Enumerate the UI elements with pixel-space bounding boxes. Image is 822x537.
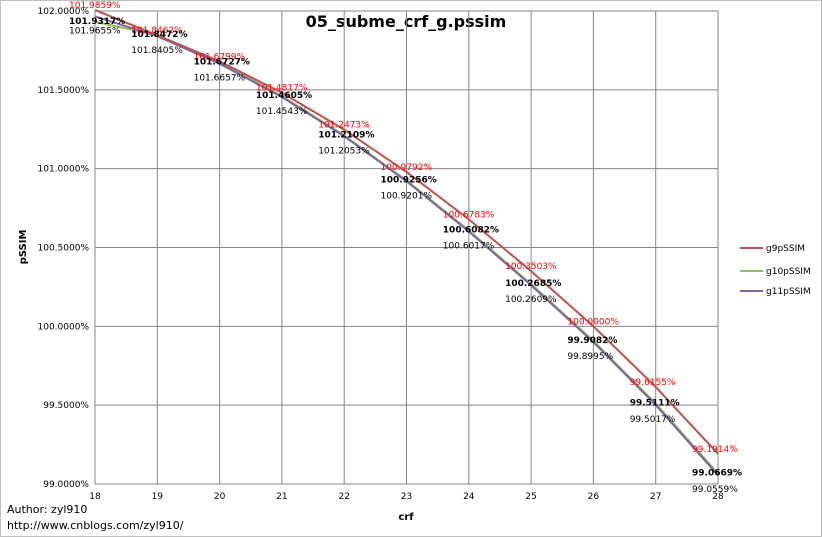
- legend-label-g10pSSIM: g10pSSIM: [766, 267, 811, 277]
- x-tick-label: 28: [712, 492, 724, 502]
- data-label-g10pSSIM: 101.4605%: [256, 91, 312, 101]
- x-tick-label: 22: [338, 492, 349, 502]
- y-tick-label: 102.0000%: [38, 7, 90, 17]
- data-label-g9pSSIM: 100.6783%: [443, 210, 495, 220]
- data-label-g10pSSIM: 100.6082%: [443, 225, 499, 235]
- y-tick-label: 99.5000%: [43, 401, 89, 411]
- data-label-g11pSSIM: 100.9201%: [381, 191, 433, 201]
- data-label-g10pSSIM: 101.2109%: [318, 130, 374, 140]
- x-tick-label: 20: [214, 492, 226, 502]
- x-tick-label: 19: [152, 492, 164, 502]
- x-tick-label: 18: [89, 492, 101, 502]
- plot-area: [94, 10, 719, 485]
- x-tick-label: 25: [525, 492, 536, 502]
- data-label-g11pSSIM: 99.8995%: [567, 352, 613, 362]
- data-label-g10pSSIM: 100.9256%: [381, 175, 437, 185]
- data-label-g9pSSIM: 99.1914%: [692, 445, 738, 455]
- data-label-g9pSSIM: 100.3503%: [505, 262, 557, 272]
- y-tick-label: 100.0000%: [38, 322, 90, 332]
- series-line-g9pSSIM: [94, 9, 719, 455]
- y-axis-label: pSSIM: [18, 230, 29, 265]
- data-label-g11pSSIM: 101.6657%: [194, 74, 246, 84]
- x-tick-label: 26: [588, 492, 600, 502]
- y-tick-label: 101.0000%: [38, 165, 90, 175]
- data-label-g11pSSIM: 101.8405%: [131, 46, 183, 56]
- data-label-g9pSSIM: 101.8462%: [131, 26, 183, 36]
- footer-url: http://www.cnblogs.com/zyl910/: [7, 519, 184, 532]
- x-tick-label: 21: [276, 492, 287, 502]
- data-label-g9pSSIM: 101.6799%: [194, 52, 246, 62]
- y-tick-label: 99.0000%: [43, 480, 89, 490]
- data-labels: 101.9859%101.8462%101.6799%101.4817%101.…: [69, 1, 742, 495]
- data-label-g11pSSIM: 99.5017%: [630, 415, 676, 425]
- data-label-g11pSSIM: 101.9655%: [69, 26, 121, 36]
- legend-label-g11pSSIM: g11pSSIM: [766, 287, 811, 297]
- data-label-g10pSSIM: 101.9317%: [69, 17, 125, 27]
- x-tick-label: 24: [463, 492, 475, 502]
- series-line-g11pSSIM: [94, 15, 719, 476]
- x-tick-label: 23: [401, 492, 412, 502]
- data-label-g11pSSIM: 101.2053%: [318, 146, 370, 156]
- data-label-g9pSSIM: 101.4817%: [256, 84, 308, 94]
- axis-ticks: 18 19 20 21 22 23 24 25 26 27 28 99.0000% 99.5000% 10…: [38, 7, 724, 502]
- x-tick-label: 27: [650, 492, 661, 502]
- data-label-g10pSSIM: 100.2685%: [505, 279, 561, 289]
- data-label-g11pSSIM: 100.2609%: [505, 295, 557, 305]
- footer-author: Author: zyl910: [7, 503, 88, 516]
- data-label-g10pSSIM: 99.0669%: [692, 468, 742, 478]
- data-label-g9pSSIM: 101.2473%: [318, 121, 370, 131]
- data-label-g10pSSIM: 101.6727%: [194, 58, 250, 68]
- x-axis-label: crf: [398, 512, 414, 523]
- data-label-g11pSSIM: 101.4543%: [256, 107, 308, 117]
- gridlines: [94, 10, 719, 485]
- legend-label-g9pSSIM: g9pSSIM: [766, 244, 805, 254]
- data-label-g9pSSIM: 99.6155%: [630, 378, 676, 388]
- data-label-g9pSSIM: 101.9859%: [69, 1, 121, 11]
- data-label-g10pSSIM: 99.9082%: [567, 336, 617, 346]
- data-label-g10pSSIM: 101.8472%: [131, 30, 187, 40]
- data-label-g11pSSIM: 99.0559%: [692, 485, 738, 495]
- data-label-g10pSSIM: 99.5111%: [630, 398, 680, 408]
- legend: g9pSSIM g10pSSIM g11pSSIM: [740, 244, 811, 297]
- data-label-g9pSSIM: 100.9792%: [381, 163, 433, 173]
- series-lines: [94, 9, 719, 476]
- y-tick-label: 100.5000%: [38, 244, 90, 254]
- data-label-g9pSSIM: 100.0000%: [567, 317, 619, 327]
- data-label-g11pSSIM: 100.6017%: [443, 241, 495, 251]
- y-tick-label: 101.5000%: [38, 86, 90, 96]
